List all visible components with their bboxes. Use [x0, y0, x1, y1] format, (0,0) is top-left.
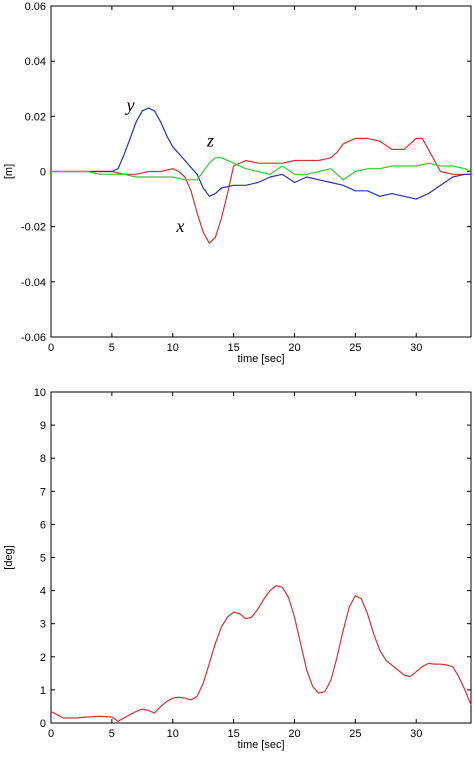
chart-position: -0.06 -0.04 -0.02 0 0.02 0.04 0.06 0 5 10 15 20 25 30… — [3, 1, 472, 365]
x-tick-label: 20 — [288, 728, 300, 740]
x-tick-label: 30 — [410, 342, 422, 354]
y-tick-label: 0 — [40, 167, 46, 179]
y-tick-label: 8 — [40, 453, 46, 465]
y-axis-label: [deg] — [3, 545, 15, 569]
x-tick-label: 5 — [109, 728, 115, 740]
x-tick-label: 10 — [167, 342, 179, 354]
y-axis-label: [m] — [3, 164, 15, 179]
y-tick-label: 10 — [34, 387, 46, 399]
x-tick-label: 25 — [349, 342, 361, 354]
y-tick-label: -0.04 — [21, 277, 46, 289]
y-tick-label: 1 — [40, 685, 46, 697]
chart-angle: 0 1 2 3 4 5 6 7 8 9 10 0 5 10 15 20 25 30 time [sec] [deg] — [3, 387, 472, 751]
x-tick-label: 5 — [109, 342, 115, 354]
plot-frame — [50, 391, 472, 724]
x-tick-label: 30 — [410, 728, 422, 740]
series-line-x — [51, 137, 471, 244]
x-tick-label: 15 — [227, 728, 239, 740]
x-tick-label: 0 — [48, 728, 54, 740]
x-tick-label: 20 — [288, 342, 300, 354]
x-tick-label: 25 — [349, 728, 361, 740]
x-tick-label: 15 — [227, 342, 239, 354]
y-tick-label: 3 — [40, 619, 46, 631]
series-line-z — [51, 157, 472, 181]
x-axis-label: time [sec] — [237, 353, 284, 365]
x-tick-label: 10 — [167, 728, 179, 740]
y-tick-label: -0.06 — [21, 332, 46, 344]
y-tick-label: 0.06 — [25, 1, 46, 13]
y-tick-label: 2 — [40, 652, 46, 664]
y-tick-label: -0.02 — [21, 222, 46, 234]
series-label-x: x — [175, 216, 184, 236]
y-tick-label: 7 — [40, 486, 46, 498]
y-tick-label: 6 — [40, 519, 46, 531]
plot-frame — [50, 5, 472, 338]
y-tick-label: 0 — [40, 718, 46, 730]
y-tick-label: 0.04 — [25, 56, 46, 68]
series-line-y — [51, 107, 471, 200]
y-tick-label: 5 — [40, 553, 46, 565]
y-tick-label: 0.02 — [25, 111, 46, 123]
y-tick-label: 4 — [40, 586, 46, 598]
series-label-y: y — [124, 95, 134, 115]
series-line-angle — [50, 584, 472, 722]
x-tick-label: 0 — [48, 342, 54, 354]
series-label-z: z — [206, 131, 214, 151]
x-axis-label: time [sec] — [237, 739, 284, 751]
y-tick-label: 9 — [40, 420, 46, 432]
